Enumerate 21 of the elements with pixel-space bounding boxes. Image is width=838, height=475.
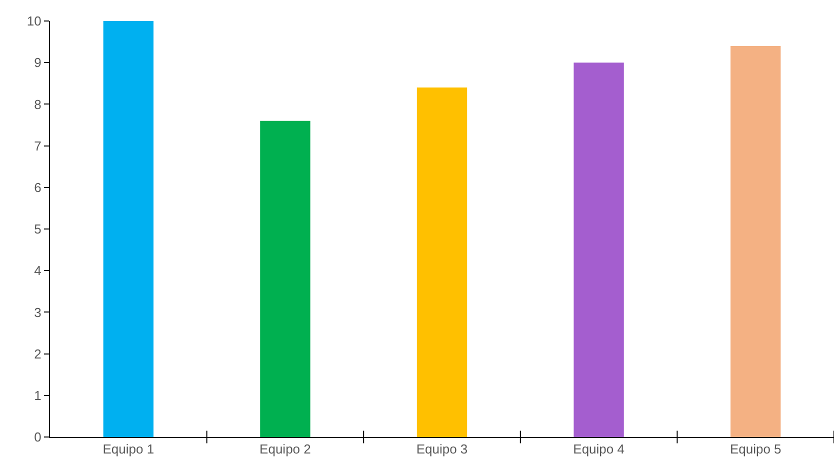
- bar: [574, 62, 624, 437]
- y-tick-label: 7: [34, 138, 42, 154]
- y-tick-label: 5: [34, 222, 42, 237]
- x-tick-label: Equipo 5: [730, 442, 782, 457]
- x-tick-label: Equipo 2: [260, 442, 311, 457]
- x-tick-label: Equipo 3: [416, 442, 468, 457]
- y-tick-label: 10: [26, 14, 42, 29]
- bar: [260, 120, 310, 437]
- x-tick-label: Equipo 4: [573, 442, 624, 457]
- x-tick-label: Equipo 1: [102, 442, 154, 457]
- y-tick-label: 9: [34, 55, 42, 70]
- y-tick-label: 3: [34, 304, 42, 320]
- y-tick-label: 1: [34, 388, 42, 403]
- bar: [103, 21, 154, 437]
- bar: [730, 46, 781, 437]
- y-tick-label: 4: [34, 263, 42, 278]
- y-tick-label: 8: [34, 96, 42, 112]
- bar: [416, 88, 468, 437]
- y-tick-label: 2: [34, 346, 42, 362]
- y-tick-label: 6: [34, 180, 42, 195]
- y-tick-label: 0: [34, 430, 42, 445]
